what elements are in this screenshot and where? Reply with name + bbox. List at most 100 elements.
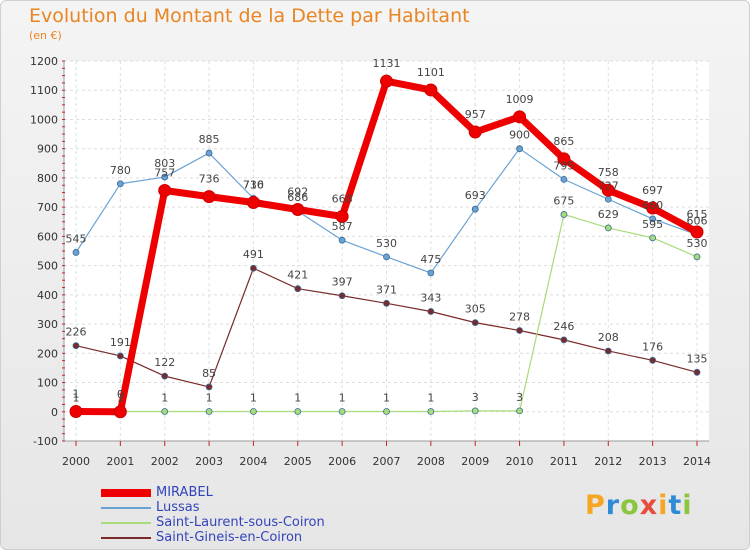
data-label: 530	[687, 237, 708, 250]
data-point	[649, 234, 657, 242]
x-tick-label: 2004	[239, 455, 267, 468]
data-label: 758	[598, 166, 619, 179]
x-tick-label: 2007	[373, 455, 401, 468]
data-label: 780	[110, 164, 131, 177]
data-label: 693	[465, 189, 486, 202]
data-point	[560, 175, 568, 183]
data-label: 865	[553, 135, 574, 148]
data-label: 795	[553, 159, 574, 172]
data-label: 736	[199, 173, 220, 186]
y-tick-label: 1100	[30, 84, 58, 97]
data-point	[560, 211, 568, 218]
data-point	[161, 372, 169, 380]
data-point	[116, 352, 124, 360]
data-label: 757	[154, 166, 175, 179]
data-label: 0	[117, 388, 124, 401]
data-label: 697	[642, 184, 663, 197]
data-label: 1	[206, 391, 213, 404]
data-point	[557, 152, 571, 166]
legend-swatch	[101, 489, 151, 497]
series-saint-gineis-en-coiron	[72, 264, 701, 391]
data-point	[693, 253, 701, 261]
data-label: 730	[243, 178, 264, 191]
logo-letter: P	[585, 490, 606, 521]
data-label: 1	[383, 391, 390, 404]
data-point	[116, 180, 124, 188]
y-tick-label: 800	[37, 172, 58, 185]
data-label: 176	[642, 340, 663, 353]
data-label: 615	[687, 208, 708, 221]
data-point	[427, 269, 435, 277]
data-label: 371	[376, 283, 397, 296]
y-tick-label: 700	[37, 201, 58, 214]
data-label: 1	[250, 391, 257, 404]
data-label: 675	[553, 194, 574, 207]
data-point	[471, 205, 479, 213]
data-label: 191	[110, 336, 131, 349]
data-label: 475	[420, 253, 441, 266]
legend-swatch	[101, 507, 151, 509]
x-tick-label: 2006	[328, 455, 356, 468]
x-tick-label: 2010	[506, 455, 534, 468]
data-point	[646, 201, 660, 215]
data-point	[72, 249, 80, 256]
legend-label: Saint-Laurent-sous-Coiron	[156, 515, 325, 530]
data-point	[424, 83, 438, 97]
data-point	[294, 408, 302, 415]
series-lussas	[72, 145, 701, 277]
data-label: 900	[509, 129, 530, 142]
data-label: 246	[553, 320, 574, 333]
data-point	[516, 327, 523, 334]
x-tick-label: 2009	[461, 455, 489, 468]
data-label: 135	[687, 352, 708, 365]
data-label: 1131	[373, 57, 401, 70]
data-point	[113, 405, 127, 419]
x-tick-label: 2001	[106, 455, 134, 468]
data-point	[205, 383, 213, 391]
y-tick-label: -100	[33, 435, 58, 448]
data-label: 305	[465, 303, 486, 316]
series-mirabel	[69, 74, 704, 419]
data-label: 122	[154, 356, 175, 369]
y-tick-label: 400	[37, 289, 58, 302]
y-tick-label: 900	[37, 143, 58, 156]
data-point	[250, 408, 257, 415]
data-label: 716	[243, 178, 264, 191]
data-label: 885	[199, 133, 220, 146]
data-label: 606	[687, 215, 708, 228]
x-tick-label: 2012	[594, 455, 622, 468]
data-point	[383, 408, 390, 415]
x-tick-label: 2008	[417, 455, 445, 468]
legend-swatch	[101, 537, 151, 539]
data-point	[560, 336, 568, 344]
data-label: 85	[202, 367, 216, 380]
data-label: 343	[420, 292, 441, 305]
data-point	[161, 173, 169, 181]
y-tick-label: 0	[51, 406, 58, 419]
data-label: 1101	[417, 66, 445, 79]
data-label: 1	[117, 391, 124, 404]
logo-letter: t	[668, 490, 683, 521]
data-point	[205, 408, 213, 415]
data-point	[690, 225, 704, 239]
data-point	[291, 202, 305, 216]
proxiti-logo: Proxiti	[585, 490, 693, 521]
data-label: 595	[642, 218, 663, 231]
x-tick-label: 2002	[151, 455, 179, 468]
data-label: 208	[598, 331, 619, 344]
data-label: 1	[339, 391, 346, 404]
data-point	[338, 292, 346, 300]
data-point	[427, 408, 435, 415]
data-point	[383, 253, 390, 261]
x-tick-label: 2011	[550, 455, 578, 468]
y-tick-label: 500	[37, 260, 58, 273]
data-point	[161, 408, 169, 415]
data-label: 686	[287, 191, 308, 204]
data-point	[246, 195, 260, 209]
legend-label: Lussas	[156, 500, 200, 515]
data-point	[601, 183, 615, 197]
data-labels: 226 191 122 85 491 421 397 371 343 305 278 246 208 17…	[66, 248, 708, 380]
data-point	[516, 407, 523, 415]
x-tick-label: 2003	[195, 455, 223, 468]
